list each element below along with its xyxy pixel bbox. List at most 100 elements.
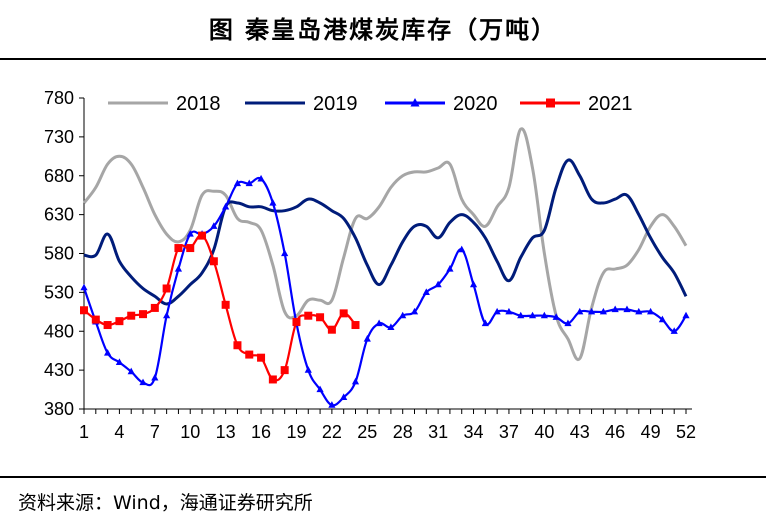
data-point <box>623 305 631 313</box>
data-point <box>316 385 324 393</box>
data-point <box>280 366 289 375</box>
data-point <box>292 317 301 326</box>
line-chart: 380 430 480 530 580 630 680 730 780 1 4 7 10 13 16 19 22… <box>44 88 696 442</box>
data-point <box>375 319 383 327</box>
series-line-2018 <box>82 127 688 362</box>
data-point <box>434 280 442 288</box>
y-tick-label: 730 <box>44 127 74 147</box>
data-point <box>682 311 690 319</box>
data-point <box>528 311 537 319</box>
legend-marker <box>410 98 420 107</box>
data-point <box>363 335 371 342</box>
x-tick-label: 46 <box>605 422 625 442</box>
series-2018 <box>82 127 688 362</box>
chart-title: 图 秦皇岛港煤炭库存（万吨） <box>208 16 558 44</box>
data-point <box>351 321 360 330</box>
data-point <box>599 307 607 315</box>
y-tick-label: 530 <box>44 282 74 302</box>
x-tick-label: 7 <box>150 422 160 442</box>
y-tick-label: 630 <box>44 205 74 225</box>
legend-item-2020: 2020 <box>385 93 498 115</box>
x-tick-label: 10 <box>180 422 200 442</box>
data-point <box>162 284 171 293</box>
data-point <box>281 249 289 257</box>
data-point <box>151 373 159 381</box>
data-point <box>257 174 265 182</box>
y-tick-label: 430 <box>44 360 74 380</box>
data-point <box>104 349 112 356</box>
y-tick-label: 580 <box>44 244 74 264</box>
x-tick-label: 19 <box>286 422 306 442</box>
x-tick-label: 22 <box>322 422 342 442</box>
legend-item-2021: 2021 <box>520 93 633 115</box>
data-point <box>268 375 277 384</box>
data-point <box>351 377 360 385</box>
data-point <box>469 280 478 288</box>
data-point <box>174 244 183 253</box>
data-point <box>115 317 124 326</box>
data-point <box>80 283 88 291</box>
x-tick-label: 28 <box>393 422 413 442</box>
data-point <box>186 230 194 237</box>
data-point <box>422 288 430 295</box>
data-point <box>198 231 207 240</box>
x-tick-label: 37 <box>499 422 519 442</box>
series-2019 <box>83 158 688 306</box>
data-point <box>233 341 242 350</box>
legend-label: 2018 <box>176 93 221 115</box>
x-tick-label: 1 <box>79 422 89 442</box>
x-tick-label: 4 <box>114 422 124 442</box>
data-point <box>174 265 183 272</box>
data-point <box>233 179 242 187</box>
title-bar: 图 秦皇岛港煤炭库存（万吨） <box>0 0 766 60</box>
data-point <box>150 303 159 312</box>
data-point <box>564 319 572 327</box>
source-note: 资料来源：Wind，海通证券研究所 <box>18 492 313 514</box>
data-point <box>481 319 489 327</box>
data-point <box>115 358 124 365</box>
series-layer <box>80 127 690 408</box>
x-tick-label: 49 <box>641 422 661 442</box>
data-point <box>399 311 407 319</box>
x-tick-label: 52 <box>676 422 696 442</box>
x-tick-label: 40 <box>534 422 554 442</box>
series-line-2020 <box>82 176 687 407</box>
y-tick-label: 380 <box>44 399 74 419</box>
data-point <box>328 401 336 408</box>
data-point <box>269 198 277 206</box>
data-point <box>646 307 655 315</box>
series-line-2019 <box>83 158 688 306</box>
data-point <box>517 311 525 319</box>
series-2020 <box>80 174 690 408</box>
data-point <box>222 202 230 210</box>
legend-label: 2019 <box>313 93 358 115</box>
data-point <box>540 311 548 319</box>
data-point <box>339 309 348 318</box>
source-bar: 资料来源：Wind，海通证券研究所 <box>0 476 766 525</box>
x-tick-label: 25 <box>357 422 377 442</box>
data-point <box>139 310 148 319</box>
legend-label: 2020 <box>453 93 498 115</box>
data-point <box>245 179 253 187</box>
data-point <box>245 350 254 359</box>
legend-item-2018: 2018 <box>108 93 221 115</box>
data-point <box>163 311 171 319</box>
data-point <box>304 311 313 320</box>
data-point <box>80 306 88 315</box>
y-tick-label: 480 <box>44 321 74 341</box>
legend-marker <box>546 98 555 108</box>
data-point <box>576 307 584 315</box>
y-tick-label: 780 <box>44 88 74 108</box>
data-point <box>587 307 596 315</box>
x-tick-label: 34 <box>464 422 484 442</box>
data-point <box>410 307 419 315</box>
legend: 2018 2019 2020 2021 <box>108 93 633 115</box>
data-point <box>209 257 218 266</box>
data-point <box>186 244 195 253</box>
legend-label: 2021 <box>588 93 633 115</box>
series-line-2021 <box>83 234 357 382</box>
legend-item-2019: 2019 <box>245 93 358 115</box>
data-point <box>210 222 218 229</box>
x-tick-label: 43 <box>570 422 590 442</box>
data-point <box>611 305 619 313</box>
